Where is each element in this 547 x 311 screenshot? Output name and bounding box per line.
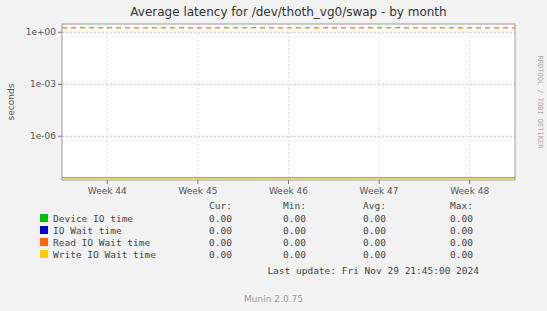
- horizontal-line: [62, 27, 515, 29]
- plot-frame: [62, 24, 515, 180]
- x-tick: [288, 180, 289, 184]
- title: Average latency for /dev/thoth_vg0/swap …: [130, 5, 446, 19]
- table-value: 0.00: [450, 237, 473, 248]
- y-tick-label: 1e+00: [26, 27, 57, 37]
- table-value: 0.00: [363, 225, 386, 236]
- legend-label: Write IO Wait time: [53, 249, 156, 260]
- x-grid-line: [197, 24, 198, 180]
- data-lines: [62, 28, 515, 178]
- table-value: 0.00: [209, 237, 232, 248]
- legend-swatch: [40, 250, 48, 258]
- horizontal-line: [62, 177, 515, 179]
- x-tick-label: Week 47: [360, 186, 399, 196]
- x-grid-line: [288, 24, 289, 180]
- footer: Munin 2.0.75: [244, 294, 303, 304]
- x-grid-line: [469, 24, 470, 180]
- y-tick-label: 1e-06: [30, 131, 56, 141]
- table-header: Cur:: [209, 200, 232, 211]
- table-value: 0.00: [209, 249, 232, 260]
- table-header: Min:: [283, 200, 306, 211]
- last-update: Last update: Fri Nov 29 21:45:00 2024: [267, 265, 479, 276]
- y-tick: [58, 32, 62, 33]
- legend-label: Read IO Wait time: [53, 237, 151, 248]
- table-value: 0.00: [283, 225, 306, 236]
- x-tick-label: Week 48: [450, 186, 489, 196]
- y-tick-label: 1e-03: [30, 79, 56, 89]
- y-grid-line: [62, 84, 515, 85]
- table-value: 0.00: [363, 213, 386, 224]
- watermark: RRDTOOL / TOBI OETIKER: [536, 56, 544, 150]
- x-grid-line: [107, 24, 108, 180]
- table-value: 0.00: [363, 237, 386, 248]
- x-tick: [197, 180, 198, 184]
- legend-swatch: [40, 226, 48, 234]
- table-value: 0.00: [283, 237, 306, 248]
- y-axis-label: seconds: [6, 83, 16, 120]
- table-header: Avg:: [363, 200, 386, 211]
- x-tick: [469, 180, 470, 184]
- table-value: 0.00: [450, 225, 473, 236]
- y-tick: [58, 136, 62, 137]
- x-tick-label: Week 46: [269, 186, 308, 196]
- x-tick-label: Week 45: [178, 186, 217, 196]
- table-value: 0.00: [363, 249, 386, 260]
- plot-background: [62, 24, 515, 180]
- legend-table: Cur:Min:Avg:Max:Device IO time0.000.000.…: [40, 200, 473, 260]
- legend-label: IO Wait time: [53, 225, 122, 236]
- x-tick: [379, 180, 380, 184]
- x-grid-line: [379, 24, 380, 180]
- table-value: 0.00: [450, 249, 473, 260]
- table-value: 0.00: [209, 213, 232, 224]
- legend-swatch: [40, 214, 48, 222]
- chart: 1e+001e-031e-06secondsWeek 44Week 45Week…: [0, 0, 547, 311]
- table-value: 0.00: [209, 225, 232, 236]
- table-value: 0.00: [283, 213, 306, 224]
- legend-swatch: [40, 238, 48, 246]
- x-tick-label: Week 44: [88, 186, 127, 196]
- table-value: 0.00: [450, 213, 473, 224]
- legend-label: Device IO time: [53, 213, 133, 224]
- table-header: Max:: [450, 200, 473, 211]
- x-axis: Week 44 Week 45 Week 46 Week 47 Week 48: [88, 180, 490, 196]
- grid: [62, 24, 515, 180]
- y-grid-line: [62, 136, 515, 137]
- y-tick: [58, 84, 62, 85]
- y-axis: 1e+00 1e-03 1e-06: [26, 27, 62, 141]
- x-tick: [107, 180, 108, 184]
- table-value: 0.00: [283, 249, 306, 260]
- y-grid-line: [62, 32, 515, 33]
